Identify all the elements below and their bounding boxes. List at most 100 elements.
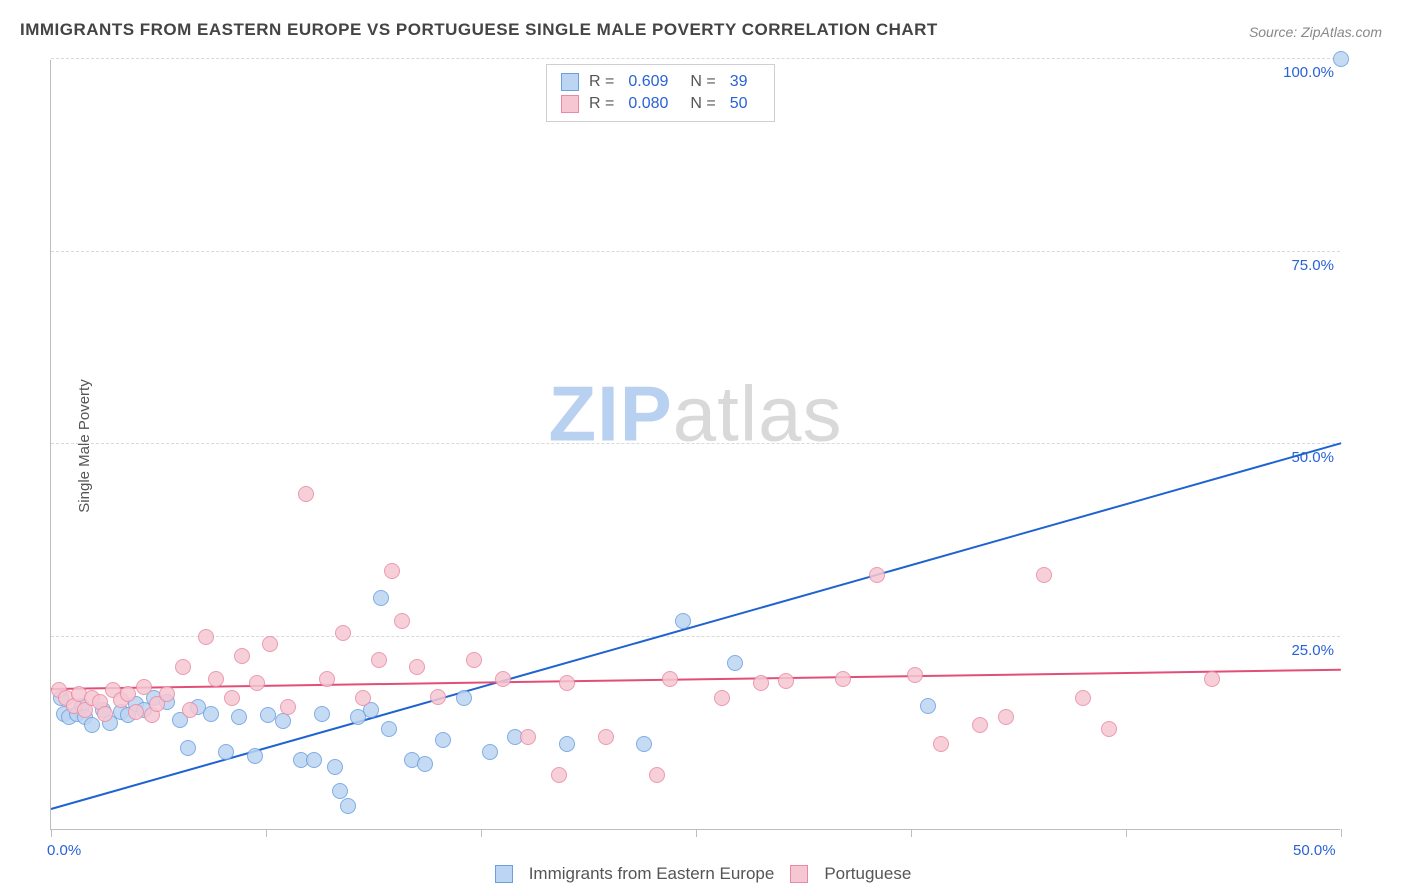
data-point (84, 717, 100, 733)
data-point (753, 675, 769, 691)
x-tick (1126, 829, 1127, 837)
data-point (371, 652, 387, 668)
data-point (335, 625, 351, 641)
legend-swatch (790, 865, 808, 883)
data-point (218, 744, 234, 760)
y-tick-label: 75.0% (1291, 257, 1334, 274)
chart-title: IMMIGRANTS FROM EASTERN EUROPE VS PORTUG… (20, 20, 938, 40)
legend-row: R = 0.080 N = 50 (561, 93, 760, 115)
watermark-part2: atlas (673, 369, 843, 457)
source-label: Source: ZipAtlas.com (1249, 24, 1382, 40)
data-point (1333, 51, 1349, 67)
x-tick-label: 50.0% (1293, 842, 1336, 859)
data-point (933, 736, 949, 752)
legend-r-label: R = (589, 93, 614, 115)
data-point (275, 713, 291, 729)
data-point (332, 783, 348, 799)
data-point (182, 702, 198, 718)
data-point (778, 673, 794, 689)
bottom-legend: Immigrants from Eastern EuropePortuguese (0, 863, 1406, 884)
data-point (260, 707, 276, 723)
legend-swatch (495, 865, 513, 883)
data-point (394, 613, 410, 629)
data-point (249, 675, 265, 691)
data-point (495, 671, 511, 687)
x-tick (1341, 829, 1342, 837)
data-point (1204, 671, 1220, 687)
data-point (203, 706, 219, 722)
data-point (280, 699, 296, 715)
legend-swatch (561, 95, 579, 113)
data-point (327, 759, 343, 775)
data-point (727, 655, 743, 671)
data-point (298, 486, 314, 502)
data-point (314, 706, 330, 722)
data-point (1075, 690, 1091, 706)
legend-r-value: 0.080 (628, 93, 668, 115)
data-point (120, 686, 136, 702)
legend-n-label: N = (690, 93, 715, 115)
data-point (662, 671, 678, 687)
data-point (482, 744, 498, 760)
data-point (231, 709, 247, 725)
plot-area: ZIPatlas R =0.609N =39R =0.080N =50 25.0… (50, 60, 1340, 830)
data-point (180, 740, 196, 756)
data-point (417, 756, 433, 772)
x-tick (481, 829, 482, 837)
data-point (649, 767, 665, 783)
data-point (224, 690, 240, 706)
data-point (456, 690, 472, 706)
legend-box: R =0.609N =39R =0.080N =50 (546, 64, 775, 122)
data-point (714, 690, 730, 706)
data-point (373, 590, 389, 606)
x-tick (266, 829, 267, 837)
legend-swatch (561, 73, 579, 91)
data-point (520, 729, 536, 745)
data-point (598, 729, 614, 745)
data-point (920, 698, 936, 714)
data-point (306, 752, 322, 768)
y-tick-label: 25.0% (1291, 642, 1334, 659)
data-point (384, 563, 400, 579)
data-point (340, 798, 356, 814)
gridline (51, 58, 1340, 59)
data-point (1101, 721, 1117, 737)
data-point (869, 567, 885, 583)
trend-line (51, 669, 1341, 690)
data-point (234, 648, 250, 664)
data-point (972, 717, 988, 733)
data-point (198, 629, 214, 645)
legend-series-label: Portuguese (824, 864, 911, 883)
y-tick-label: 100.0% (1283, 64, 1334, 81)
gridline (51, 251, 1340, 252)
x-tick (51, 829, 52, 837)
data-point (97, 706, 113, 722)
gridline (51, 443, 1340, 444)
data-point (262, 636, 278, 652)
legend-row: R =0.609N =39 (561, 71, 760, 93)
data-point (559, 675, 575, 691)
data-point (208, 671, 224, 687)
data-point (998, 709, 1014, 725)
legend-n-value: 50 (730, 93, 748, 115)
legend-r-label: R = (589, 71, 614, 93)
data-point (319, 671, 335, 687)
x-tick-label: 0.0% (47, 842, 81, 859)
data-point (551, 767, 567, 783)
data-point (381, 721, 397, 737)
data-point (835, 671, 851, 687)
data-point (159, 686, 175, 702)
data-point (175, 659, 191, 675)
data-point (409, 659, 425, 675)
watermark: ZIPatlas (548, 368, 842, 459)
data-point (907, 667, 923, 683)
data-point (136, 679, 152, 695)
data-point (466, 652, 482, 668)
legend-n-label: N = (690, 71, 715, 93)
data-point (675, 613, 691, 629)
legend-r-value: 0.609 (628, 71, 668, 93)
data-point (559, 736, 575, 752)
watermark-part1: ZIP (548, 369, 672, 457)
gridline (51, 636, 1340, 637)
data-point (247, 748, 263, 764)
